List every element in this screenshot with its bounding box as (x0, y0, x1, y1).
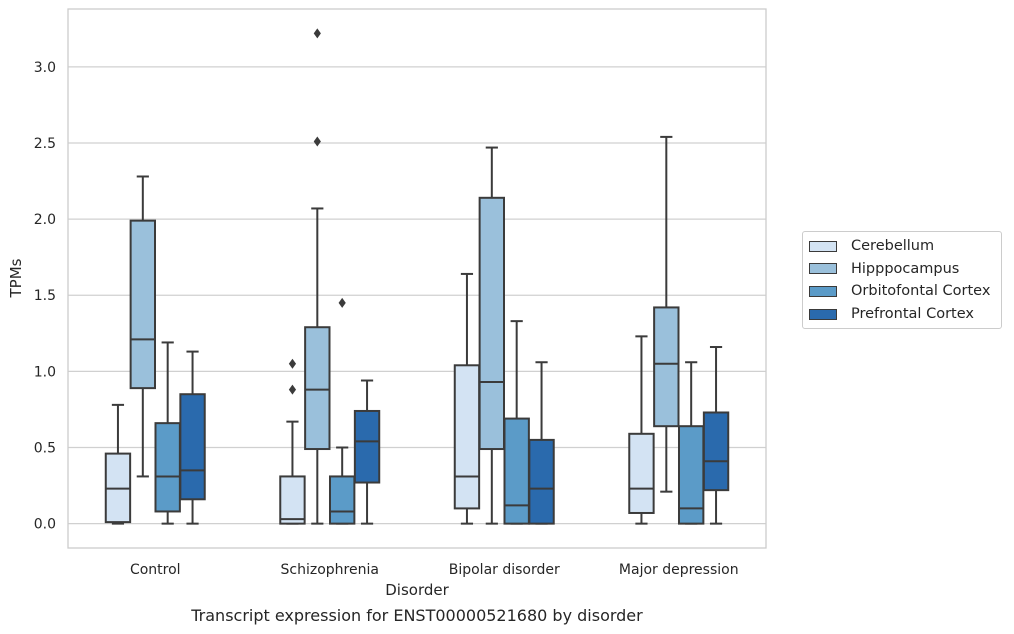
y-axis-label: TPMs (7, 258, 25, 298)
legend-label: Hipppocampus (851, 260, 960, 277)
outlier-point (338, 297, 346, 308)
x-tick-label: Schizophrenia (281, 562, 379, 578)
box-group (702, 346, 730, 525)
box (129, 219, 157, 390)
legend-label: Prefrontal Cortex (851, 306, 974, 323)
y-tick-label: 0.0 (34, 517, 56, 533)
box (304, 326, 331, 451)
y-tick-label: 2.0 (34, 212, 56, 228)
box (528, 438, 555, 525)
box-group (453, 272, 481, 525)
y-tick-labels: 0.0 0.5 1.0 1.5 2.0 2.5 3.0 (34, 60, 56, 533)
box-group (478, 146, 506, 525)
box (653, 306, 680, 428)
legend-item: Prefrontal Cortex (803, 303, 1001, 326)
outlier-point (313, 28, 321, 39)
box-group (677, 361, 705, 525)
box (279, 475, 306, 525)
box (503, 417, 530, 525)
box-group (179, 350, 206, 525)
legend: Cerebellum Hipppocampus Orbitofontal Corte… (802, 231, 1002, 330)
legend-label: Cerebellum (851, 238, 935, 255)
outlier-point (288, 358, 297, 369)
box (628, 432, 655, 514)
y-tick-label: 2.5 (34, 136, 56, 152)
y-tick-label: 0.5 (34, 441, 56, 457)
box-group (653, 135, 680, 493)
box-group (154, 341, 181, 525)
plot-frame (67, 8, 767, 549)
y-tick-label: 1.5 (34, 288, 56, 304)
figure-caption: Transcript expression for ENST0000052168… (191, 606, 643, 625)
legend-item: Hipppocampus (803, 258, 1001, 281)
y-tick-label: 1.0 (34, 364, 56, 380)
box (154, 422, 181, 513)
legend-item: Orbitofontal Cortex (803, 280, 1001, 303)
legend-item: Cerebellum (803, 235, 1001, 258)
legend-swatch (809, 240, 837, 252)
box-group (628, 335, 655, 525)
box (453, 364, 481, 510)
box-group (528, 361, 555, 525)
box (328, 475, 356, 525)
outlier-point (313, 136, 321, 147)
legend-label: Orbitofontal Cortex (851, 283, 991, 300)
box-group (353, 379, 381, 525)
y-tick-label: 3.0 (34, 60, 56, 76)
x-axis-label: Disorder (385, 581, 449, 599)
box (353, 409, 381, 484)
x-tick-label: Control (130, 562, 181, 578)
box-plots (104, 28, 730, 525)
box-group (104, 403, 132, 525)
box-group (279, 358, 306, 525)
box-group (328, 297, 356, 525)
legend-swatch (809, 263, 837, 275)
box (702, 411, 730, 492)
x-tick-label: Bipolar disorder (449, 562, 560, 578)
outlier-point (288, 384, 297, 395)
legend-swatch (809, 308, 837, 320)
box (179, 393, 206, 501)
box-group (304, 28, 331, 525)
box (478, 196, 506, 451)
box-group (503, 320, 530, 525)
box-group (129, 175, 157, 478)
x-tick-label: Major depression (619, 562, 739, 578)
legend-swatch (809, 285, 837, 297)
x-tick-labels: Control Schizophrenia Bipolar disorder Majo… (130, 562, 739, 578)
